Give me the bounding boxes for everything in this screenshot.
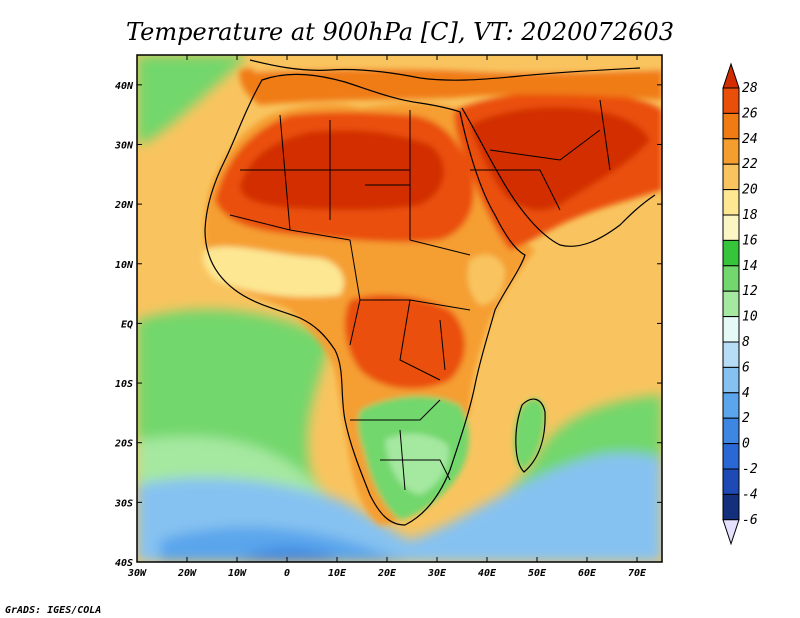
colorbar-label: 6 [742,360,750,375]
colorbar-label: -2 [742,462,758,477]
colorbar-swatch [722,138,740,165]
colorbar-top-arrow [722,62,740,89]
lat-tick-label: 20N [114,200,134,211]
lat-tick-label: 10S [115,379,133,390]
lon-tick-label: 40E [478,568,497,579]
colorbar-swatch [722,265,740,292]
lat-tick-label: EQ [121,319,133,330]
colorbar-label: 26 [742,106,758,121]
colorbar-swatch [722,316,740,343]
lon-tick-label: 20E [377,568,397,579]
temperature-map [137,55,662,562]
country-borders [229,99,611,491]
lon-tick-label: 20W [177,568,197,579]
colorbar-label: -4 [742,487,758,502]
southern-africa-light [385,433,449,495]
colorbar-label: 4 [742,386,750,401]
colorbar-label: -6 [742,513,758,528]
colorbar-label: 10 [742,310,758,325]
lat-tick-label: 40N [115,81,134,92]
colorbar-label: 28 [742,81,758,96]
colorbar-swatch [722,112,740,140]
lon-tick-label: 0 [284,568,290,579]
lon-tick-label: 10E [328,568,347,579]
colorbar-swatch [722,392,740,419]
lon-tick-label: 10W [228,568,247,579]
europe-mild [245,55,662,73]
lon-tick-label: 60E [578,568,597,579]
colorbar-label: 22 [742,157,758,172]
colorbar-label: 14 [742,259,758,274]
colorbar-swatch [722,189,740,216]
arabia-coastline [461,107,656,247]
colorbar-bottom-arrow [722,519,740,546]
lat-tick-label: 40S [115,558,133,569]
madagascar-coastline [515,398,546,473]
map-title: Temperature at 900hPa [C], VT: 202007260… [126,18,674,46]
colorbar-swatch [722,290,740,318]
lon-tick-label: 70E [628,568,647,579]
west-africa-coast-mild [203,246,344,297]
colorbar-swatch [722,163,740,191]
colorbar-label: 8 [742,335,750,350]
colorbar-swatch [722,443,740,470]
lon-tick-label: 30E [427,568,447,579]
europe-coastline [249,59,641,81]
colorbar-label: 0 [742,437,750,452]
colorbar-swatch [722,214,740,241]
colorbar-swatch [722,239,740,267]
central-africa-warm [344,294,465,389]
grads-credit: GrADS: IGES/COLA [5,605,101,616]
africa-coastline [204,73,526,526]
colorbar-label: 18 [742,208,758,223]
madagascar-green [514,398,545,470]
lon-tick-label: 30W [127,568,147,579]
colorbar-swatch [722,493,740,521]
colorbar-swatch [722,87,740,114]
lon-tick-label: 50E [528,568,547,579]
lat-tick-label: 30N [114,140,134,151]
lat-tick-label: 10N [115,260,134,271]
north-atlantic-green [137,55,250,145]
colorbar-label: 2 [742,411,750,426]
lat-tick-label: 20S [114,439,133,450]
map-frame [136,54,663,563]
south-coldest-blue [240,548,340,562]
map-axes: 30W 20W 10W 0 10E 20E 30E 40E 50E 60E 70E 40N 30N 20N… [114,55,662,579]
south-colder-blue [160,527,410,562]
colorbar-swatch [722,417,740,445]
colorbar-label: 16 [742,233,758,248]
lat-tick-label: 30S [114,498,133,509]
ethiopia-mild [467,254,505,305]
colorbar-swatch [722,468,740,495]
colorbar-label: 24 [742,132,758,147]
colorbar-swatch [722,366,740,394]
colorbar-swatch [722,341,740,368]
colorbar-label: 12 [742,284,758,299]
colorbar-label: 20 [742,183,758,198]
